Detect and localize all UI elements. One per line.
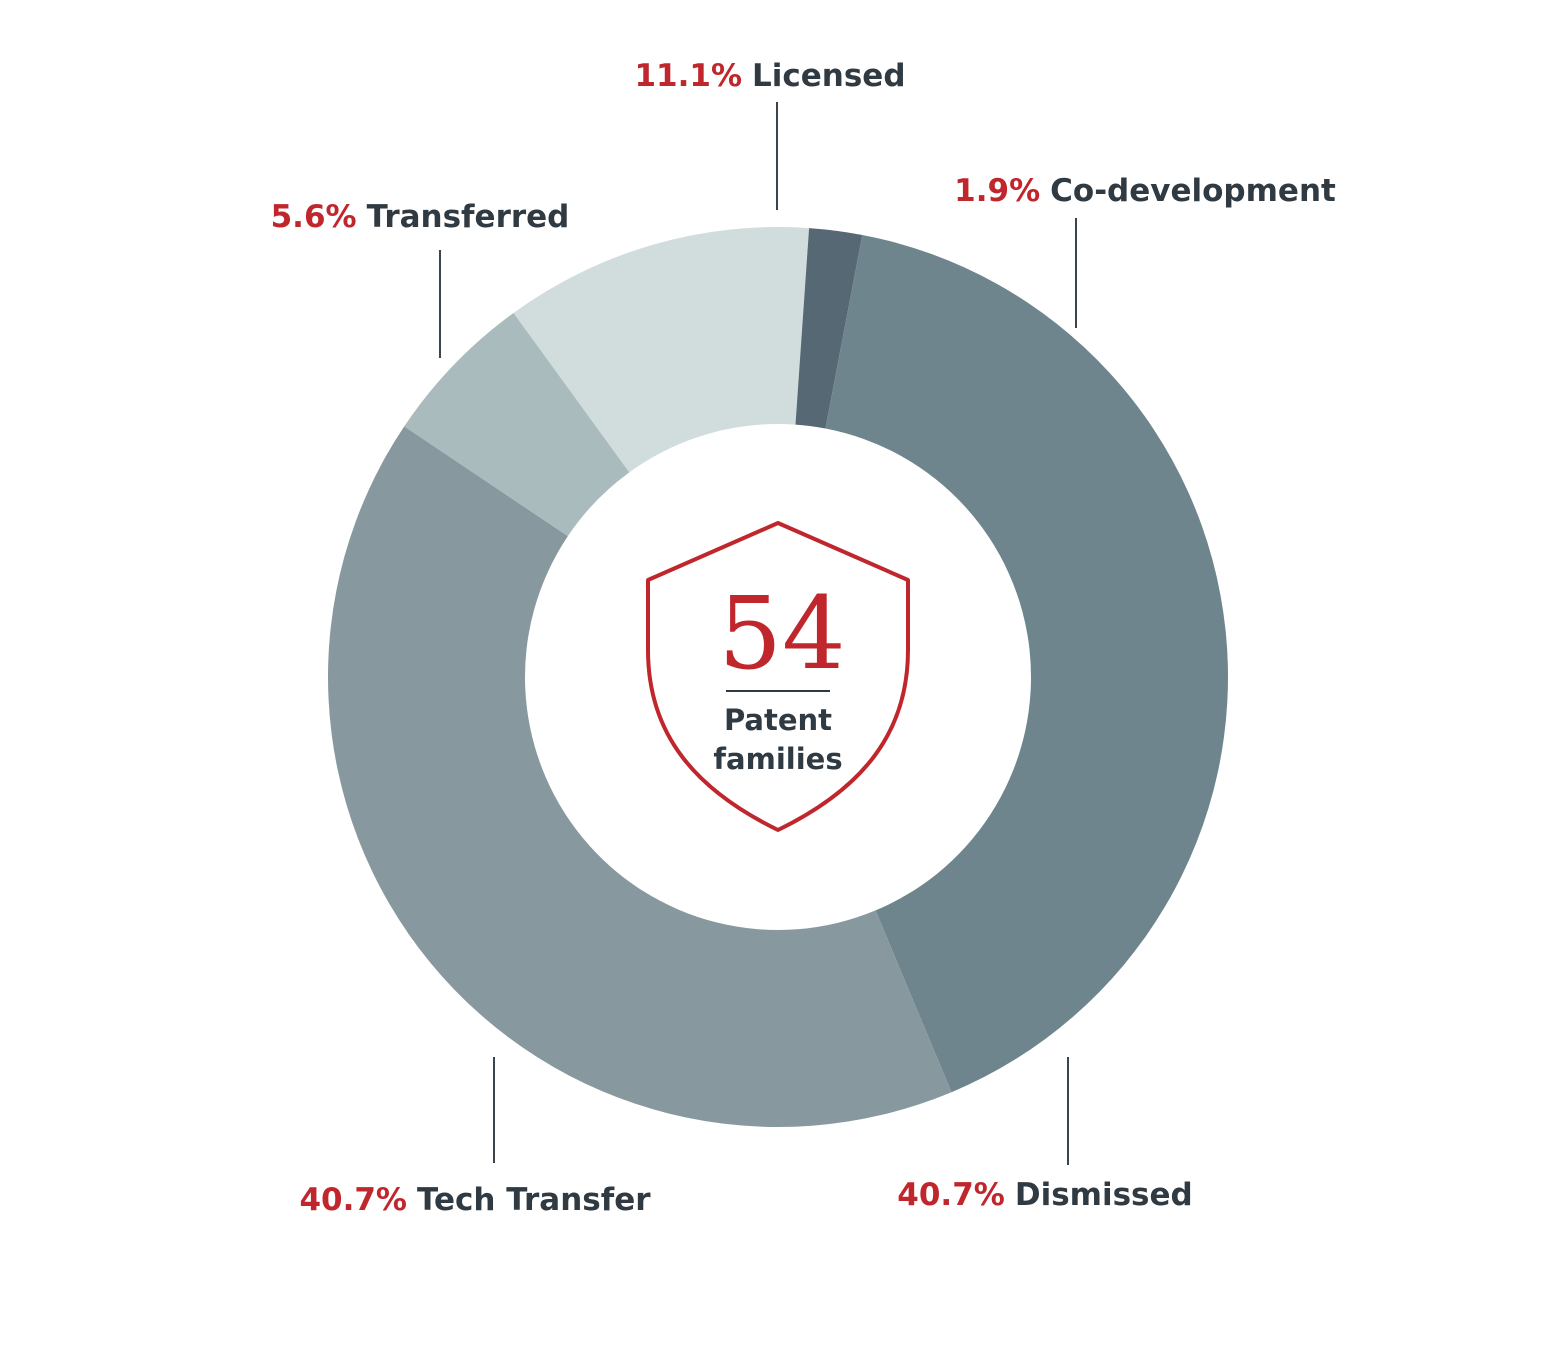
slice-label-licensed: 11.1% Licensed <box>634 58 905 94</box>
slice-licensed <box>513 227 810 473</box>
center-value: 54 <box>718 575 845 692</box>
slice-percent-dismissed: 40.7% <box>897 1177 1005 1213</box>
slice-name-dismissed: Dismissed <box>1015 1177 1193 1213</box>
slice-label-co-development: 1.9% Co-development <box>954 173 1336 209</box>
slice-percent-licensed: 11.1% <box>634 58 742 94</box>
slice-transferred <box>404 312 630 537</box>
slice-label-transferred: 5.6% Transferred <box>271 199 570 235</box>
slice-name-co-development: Co-development <box>1050 173 1336 209</box>
slice-percent-co-development: 1.9% <box>954 173 1040 209</box>
slice-name-tech-transfer: Tech Transfer <box>417 1182 651 1218</box>
center-badge: 54 Patent families <box>646 521 910 832</box>
slice-name-licensed: Licensed <box>752 58 906 94</box>
center-label-line1: Patent <box>724 703 832 737</box>
slice-dismissed <box>825 234 1228 1093</box>
shield-icon <box>646 521 910 832</box>
slice-label-dismissed: 40.7% Dismissed <box>897 1177 1192 1213</box>
slice-name-transferred: Transferred <box>367 199 570 235</box>
slice-label-tech-transfer: 40.7% Tech Transfer <box>299 1182 651 1218</box>
chart-slices <box>327 227 1228 1128</box>
center-label-line2: families <box>713 742 842 776</box>
slice-percent-transferred: 5.6% <box>271 199 357 235</box>
slice-percent-tech-transfer: 40.7% <box>299 1182 407 1218</box>
slice-tech-transfer <box>327 426 952 1128</box>
slice-co-development <box>795 228 863 429</box>
